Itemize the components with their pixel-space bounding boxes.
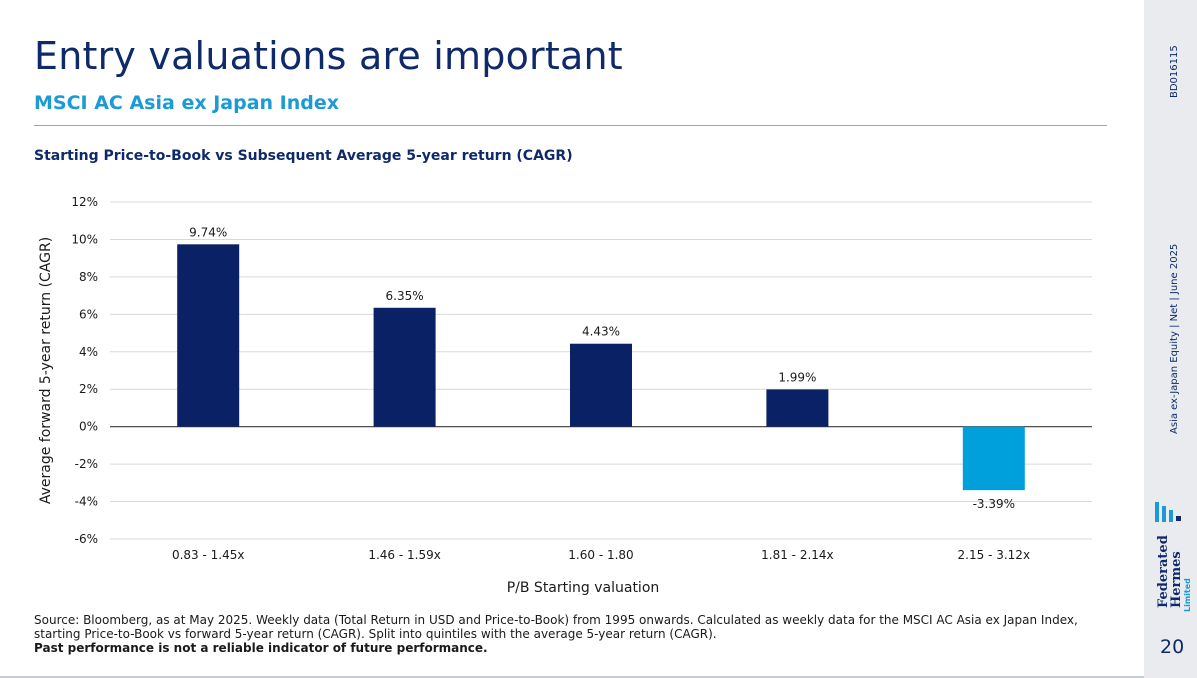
logo-bars-icon — [1155, 502, 1181, 522]
y-tick-label: -2% — [75, 457, 98, 471]
bar — [962, 426, 1025, 491]
x-tick-label: 1.81 - 2.14x — [761, 548, 834, 562]
bar — [177, 244, 240, 427]
data-label: 9.74% — [189, 225, 227, 239]
x-tick-label: 0.83 - 1.45x — [172, 548, 245, 562]
x-axis-title: P/B Starting valuation — [507, 580, 660, 596]
data-label: 6.35% — [386, 289, 424, 303]
bottom-rule — [0, 676, 1144, 678]
bar — [570, 343, 632, 427]
bar — [766, 389, 829, 427]
chart-heading: Starting Price-to-Book vs Subsequent Ave… — [34, 148, 573, 164]
logo-text-hermes: Hermes — [1169, 551, 1184, 608]
source-text: Source: Bloomberg, as at May 2025. Weekl… — [34, 613, 1078, 641]
federated-hermes-logo: Federated Hermes Limited — [1155, 502, 1192, 612]
performance-disclaimer: Past performance is not a reliable indic… — [34, 641, 488, 655]
page-title: Entry valuations are important — [34, 34, 623, 78]
data-label: 1.99% — [778, 370, 816, 384]
bar-chart: 12% 10% 8% 6% 4% 2% 0% -2% -4% -6% 9.74% 0.83 - 1.4… — [38, 195, 1092, 596]
y-tick-label: 6% — [79, 307, 98, 321]
y-tick-label: 10% — [71, 232, 98, 246]
y-tick-label: -4% — [75, 495, 98, 509]
y-tick-label: 4% — [79, 345, 98, 359]
bar — [373, 307, 436, 427]
data-label: -3.39% — [973, 497, 1015, 511]
document-info: Asia ex-Japan Equity | Net | June 2025 — [1169, 243, 1180, 434]
logo-text-limited: Limited — [1183, 578, 1192, 612]
y-tick-label: 12% — [71, 195, 98, 209]
logo-text-federated: Federated — [1156, 535, 1171, 608]
x-tick-label: 1.60 - 1.80 — [568, 548, 633, 562]
data-label: 4.43% — [582, 325, 620, 339]
page-number: 20 — [1160, 636, 1185, 658]
y-tick-label: -6% — [75, 532, 98, 546]
x-tick-label: 1.46 - 1.59x — [368, 548, 441, 562]
document-code: BD016115 — [1169, 45, 1180, 98]
x-tick-label: 2.15 - 3.12x — [958, 548, 1031, 562]
page-subtitle: MSCI AC Asia ex Japan Index — [34, 92, 339, 114]
right-sidebar: BD016115 Asia ex-Japan Equity | Net | Ju… — [1144, 0, 1197, 678]
source-note: Source: Bloomberg, as at May 2025. Weekl… — [34, 613, 1124, 655]
title-divider — [34, 125, 1107, 126]
y-tick-label: 2% — [79, 382, 98, 396]
y-tick-label: 8% — [79, 270, 98, 284]
y-tick-label: 0% — [79, 420, 98, 434]
y-axis-title: Average forward 5-year return (CAGR) — [38, 237, 54, 504]
